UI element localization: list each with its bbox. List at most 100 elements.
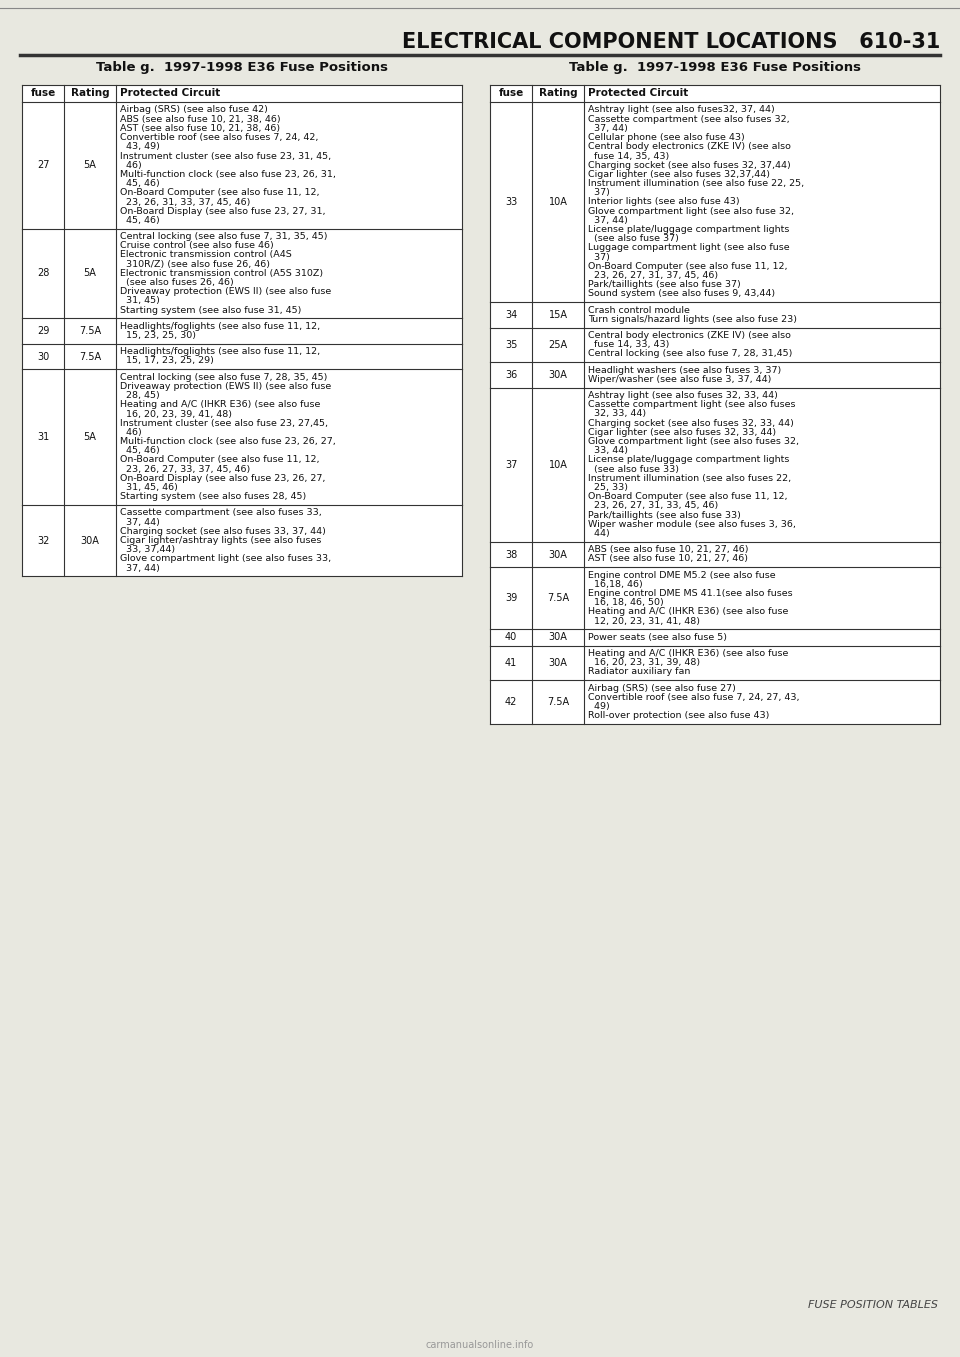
Text: Central body electronics (ZKE IV) (see also: Central body electronics (ZKE IV) (see a… [588,331,791,341]
Text: Protected Circuit: Protected Circuit [120,88,220,99]
Text: Cassette compartment light (see also fuses: Cassette compartment light (see also fus… [588,400,796,410]
Bar [490,362,940,388]
Text: 35: 35 [505,339,517,350]
Text: 23, 26, 31, 33, 37, 45, 46): 23, 26, 31, 33, 37, 45, 46) [120,198,251,206]
Text: 37): 37) [588,189,610,197]
Text: 32: 32 [36,536,49,546]
Text: On-Board Computer (see also fuse 11, 12,: On-Board Computer (see also fuse 11, 12, [588,493,787,501]
Text: Charging socket (see also fuses 33, 37, 44): Charging socket (see also fuses 33, 37, … [120,527,325,536]
Text: Central locking (see also fuse 7, 28, 35, 45): Central locking (see also fuse 7, 28, 35… [120,373,327,381]
Text: 15, 23, 25, 30): 15, 23, 25, 30) [120,331,196,341]
Text: Instrument illumination (see also fuses 22,: Instrument illumination (see also fuses … [588,474,791,483]
Bar [490,303,940,327]
Text: 33, 44): 33, 44) [588,446,628,456]
Text: Charging socket (see also fuses 32, 37,44): Charging socket (see also fuses 32, 37,4… [588,160,791,170]
Text: Glove compartment light (see also fuses 32,: Glove compartment light (see also fuses … [588,437,799,446]
Bar [22,343,462,369]
Bar [490,102,940,303]
Text: Cassette compartment (see also fuses 32,: Cassette compartment (see also fuses 32, [588,115,790,123]
Text: Engine control DME M5.2 (see also fuse: Engine control DME M5.2 (see also fuse [588,571,776,579]
Text: 23, 26, 27, 31, 37, 45, 46): 23, 26, 27, 31, 37, 45, 46) [588,271,718,280]
Text: On-Board Computer (see also fuse 11, 12,: On-Board Computer (see also fuse 11, 12, [120,189,320,197]
Text: Heating and A/C (IHKR E36) (see also fuse: Heating and A/C (IHKR E36) (see also fus… [120,400,321,410]
Text: Central locking (see also fuse 7, 31, 35, 45): Central locking (see also fuse 7, 31, 35… [120,232,327,242]
Bar [490,85,940,102]
Text: 45, 46): 45, 46) [120,179,159,189]
Text: 33, 37,44): 33, 37,44) [120,546,175,554]
Text: carmanualsonline.info: carmanualsonline.info [426,1339,534,1350]
Text: 5A: 5A [84,432,96,442]
Text: 7.5A: 7.5A [79,326,101,337]
Text: Table g.  1997-1998 E36 Fuse Positions: Table g. 1997-1998 E36 Fuse Positions [96,61,388,75]
Text: Starting system (see also fuses 28, 45): Starting system (see also fuses 28, 45) [120,493,306,501]
Text: Turn signals/hazard lights (see also fuse 23): Turn signals/hazard lights (see also fus… [588,315,797,324]
Text: Multi-function clock (see also fuse 23, 26, 27,: Multi-function clock (see also fuse 23, … [120,437,336,446]
Text: 30A: 30A [548,658,567,668]
Text: 15, 17, 23, 25, 29): 15, 17, 23, 25, 29) [120,357,214,365]
Text: Headlight washers (see also fuses 3, 37): Headlight washers (see also fuses 3, 37) [588,365,781,375]
Text: 7.5A: 7.5A [547,697,569,707]
Text: License plate/luggage compartment lights: License plate/luggage compartment lights [588,456,789,464]
Text: 29: 29 [36,326,49,337]
Text: 32, 33, 44): 32, 33, 44) [588,410,646,418]
Text: Power seats (see also fuse 5): Power seats (see also fuse 5) [588,632,727,642]
Text: FUSE POSITION TABLES: FUSE POSITION TABLES [808,1300,938,1310]
Text: Cigar lighter (see also fuses 32,37,44): Cigar lighter (see also fuses 32,37,44) [588,170,770,179]
Text: Glove compartment light (see also fuse 32,: Glove compartment light (see also fuse 3… [588,206,794,216]
Text: 30A: 30A [548,550,567,559]
Text: Headlights/foglights (see also fuse 11, 12,: Headlights/foglights (see also fuse 11, … [120,322,320,331]
Text: 16, 20, 23, 31, 39, 48): 16, 20, 23, 31, 39, 48) [588,658,700,668]
Text: Ashtray light (see also fuses 32, 33, 44): Ashtray light (see also fuses 32, 33, 44… [588,391,778,400]
Text: Driveaway protection (EWS II) (see also fuse: Driveaway protection (EWS II) (see also … [120,288,331,296]
Text: Radiator auxiliary fan: Radiator auxiliary fan [588,668,690,677]
Bar [490,646,940,680]
Text: Driveaway protection (EWS II) (see also fuse: Driveaway protection (EWS II) (see also … [120,381,331,391]
Text: On-Board Display (see also fuse 23, 26, 27,: On-Board Display (see also fuse 23, 26, … [120,474,325,483]
Text: 36: 36 [505,370,517,380]
Text: 25, 33): 25, 33) [588,483,628,493]
Text: 7.5A: 7.5A [547,593,569,604]
Text: 37, 44): 37, 44) [588,123,628,133]
Text: 42: 42 [505,697,517,707]
Bar [22,505,462,577]
Text: 28, 45): 28, 45) [120,391,159,400]
Text: 31, 45, 46): 31, 45, 46) [120,483,178,493]
Bar [22,85,462,102]
Text: On-Board Display (see also fuse 23, 27, 31,: On-Board Display (see also fuse 23, 27, … [120,206,325,216]
Text: Airbag (SRS) (see also fuse 42): Airbag (SRS) (see also fuse 42) [120,106,268,114]
Text: 37, 44): 37, 44) [588,216,628,225]
Bar [22,228,462,319]
Text: Cigar lighter/ashtray lights (see also fuses: Cigar lighter/ashtray lights (see also f… [120,536,322,546]
Text: 39: 39 [505,593,517,604]
Text: 40: 40 [505,632,517,642]
Text: 37): 37) [588,252,610,262]
Text: Convertible roof (see also fuse 7, 24, 27, 43,: Convertible roof (see also fuse 7, 24, 2… [588,693,800,702]
Text: On-Board Computer (see also fuse 11, 12,: On-Board Computer (see also fuse 11, 12, [588,262,787,271]
Text: 34: 34 [505,309,517,320]
Text: Sound system (see also fuses 9, 43,44): Sound system (see also fuses 9, 43,44) [588,289,775,299]
Text: 16, 18, 46, 50): 16, 18, 46, 50) [588,598,663,608]
Text: 15A: 15A [548,309,567,320]
Text: Charging socket (see also fuses 32, 33, 44): Charging socket (see also fuses 32, 33, … [588,419,794,427]
Text: Interior lights (see also fuse 43): Interior lights (see also fuse 43) [588,198,739,206]
Text: 37, 44): 37, 44) [120,563,160,573]
Text: 30A: 30A [548,370,567,380]
Text: Ashtray light (see also fuses32, 37, 44): Ashtray light (see also fuses32, 37, 44) [588,106,775,114]
Text: License plate/luggage compartment lights: License plate/luggage compartment lights [588,225,789,235]
Text: 30: 30 [36,351,49,361]
Text: 46): 46) [120,427,142,437]
Text: 28: 28 [36,269,49,278]
Text: 31, 45): 31, 45) [120,296,160,305]
Text: Headlights/foglights (see also fuse 11, 12,: Headlights/foglights (see also fuse 11, … [120,347,320,357]
Text: 33: 33 [505,197,517,208]
Text: Airbag (SRS) (see also fuse 27): Airbag (SRS) (see also fuse 27) [588,684,736,692]
Text: (see also fuses 26, 46): (see also fuses 26, 46) [120,278,233,288]
Text: 25A: 25A [548,339,567,350]
Text: ELECTRICAL COMPONENT LOCATIONS   610-31: ELECTRICAL COMPONENT LOCATIONS 610-31 [401,33,940,52]
Text: Table g.  1997-1998 E36 Fuse Positions: Table g. 1997-1998 E36 Fuse Positions [569,61,861,75]
Bar [490,680,940,725]
Text: Wiper/washer (see also fuse 3, 37, 44): Wiper/washer (see also fuse 3, 37, 44) [588,375,772,384]
Text: 43, 49): 43, 49) [120,142,160,151]
Text: 46): 46) [120,160,142,170]
Text: Convertible roof (see also fuses 7, 24, 42,: Convertible roof (see also fuses 7, 24, … [120,133,319,142]
